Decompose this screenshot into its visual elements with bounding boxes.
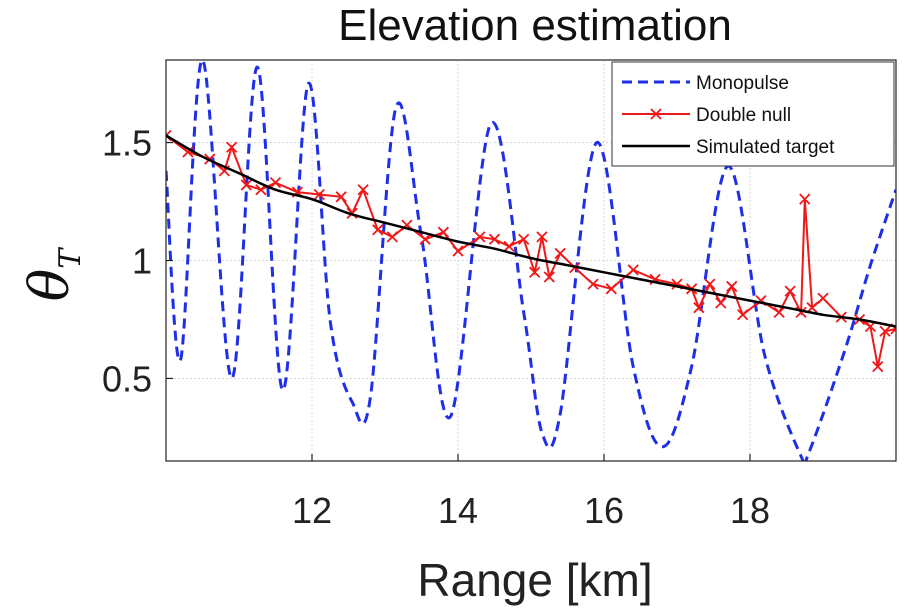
series-line bbox=[166, 60, 896, 461]
data-point-marker bbox=[437, 226, 450, 238]
legend-label: Double null bbox=[696, 105, 791, 126]
y-tick-label: 0.5 bbox=[102, 358, 152, 399]
data-point-marker bbox=[452, 245, 464, 257]
legend-label: Monopulse bbox=[696, 73, 789, 94]
y-axis-label-sub: T bbox=[53, 247, 88, 269]
data-point-marker bbox=[419, 233, 431, 245]
series-line bbox=[166, 134, 896, 328]
x-tick-label: 18 bbox=[730, 490, 770, 531]
data-point-marker bbox=[543, 271, 555, 283]
data-point-marker bbox=[536, 231, 548, 243]
series-simulated-target bbox=[166, 134, 896, 328]
data-point-marker bbox=[693, 302, 705, 314]
data-point-marker bbox=[817, 292, 829, 304]
legend-item: Simulated target bbox=[622, 137, 835, 158]
y-tick-label: 1.5 bbox=[102, 123, 152, 164]
x-axis-label: Range [km] bbox=[417, 554, 652, 606]
data-point-marker bbox=[386, 231, 398, 243]
legend: Monopulse Double null Simulated target bbox=[611, 61, 895, 167]
x-tick-label: 12 bbox=[292, 490, 332, 531]
data-point-marker bbox=[784, 285, 796, 297]
x-axis-ticks: 12 14 16 18 bbox=[292, 454, 770, 531]
y-axis-label-main: θ bbox=[18, 269, 81, 302]
x-tick-label: 14 bbox=[438, 490, 478, 531]
data-point-marker bbox=[182, 146, 194, 158]
series-layer bbox=[166, 60, 896, 461]
data-point-marker bbox=[627, 264, 639, 276]
series-line bbox=[166, 134, 896, 367]
legend-item: Double null bbox=[622, 105, 791, 126]
data-point-marker bbox=[269, 177, 282, 189]
y-axis-ticks: 0.5 1 1.5 bbox=[102, 123, 173, 399]
y-tick-label: 1 bbox=[132, 241, 152, 282]
y-axis-label: θT bbox=[18, 247, 88, 302]
data-point-marker bbox=[704, 278, 716, 290]
data-point-marker bbox=[605, 283, 617, 295]
series-monopulse bbox=[166, 60, 896, 461]
legend-label: Simulated target bbox=[696, 137, 835, 158]
data-point-marker bbox=[554, 247, 566, 260]
data-point-marker bbox=[313, 188, 325, 201]
data-point-marker bbox=[737, 309, 749, 321]
x-tick-label: 16 bbox=[584, 490, 624, 531]
data-point-marker bbox=[726, 280, 738, 293]
data-point-marker bbox=[529, 266, 541, 278]
data-point-marker bbox=[335, 191, 347, 203]
data-point-marker bbox=[879, 325, 891, 337]
data-point-marker bbox=[474, 231, 486, 243]
data-point-marker bbox=[372, 224, 384, 236]
data-point-marker bbox=[872, 361, 884, 373]
data-point-marker bbox=[503, 240, 515, 252]
legend-marker bbox=[650, 108, 662, 120]
data-point-marker bbox=[226, 141, 238, 153]
data-point-marker bbox=[488, 233, 501, 245]
legend-item: Monopulse bbox=[622, 73, 789, 94]
data-point-marker bbox=[357, 184, 369, 196]
data-point-marker bbox=[518, 233, 530, 245]
chart-title: Elevation estimation bbox=[338, 1, 732, 50]
data-point-marker bbox=[773, 306, 785, 319]
data-point-marker bbox=[240, 179, 252, 191]
data-point-marker bbox=[587, 278, 599, 290]
data-point-marker bbox=[715, 297, 727, 309]
data-point-marker bbox=[799, 193, 811, 205]
